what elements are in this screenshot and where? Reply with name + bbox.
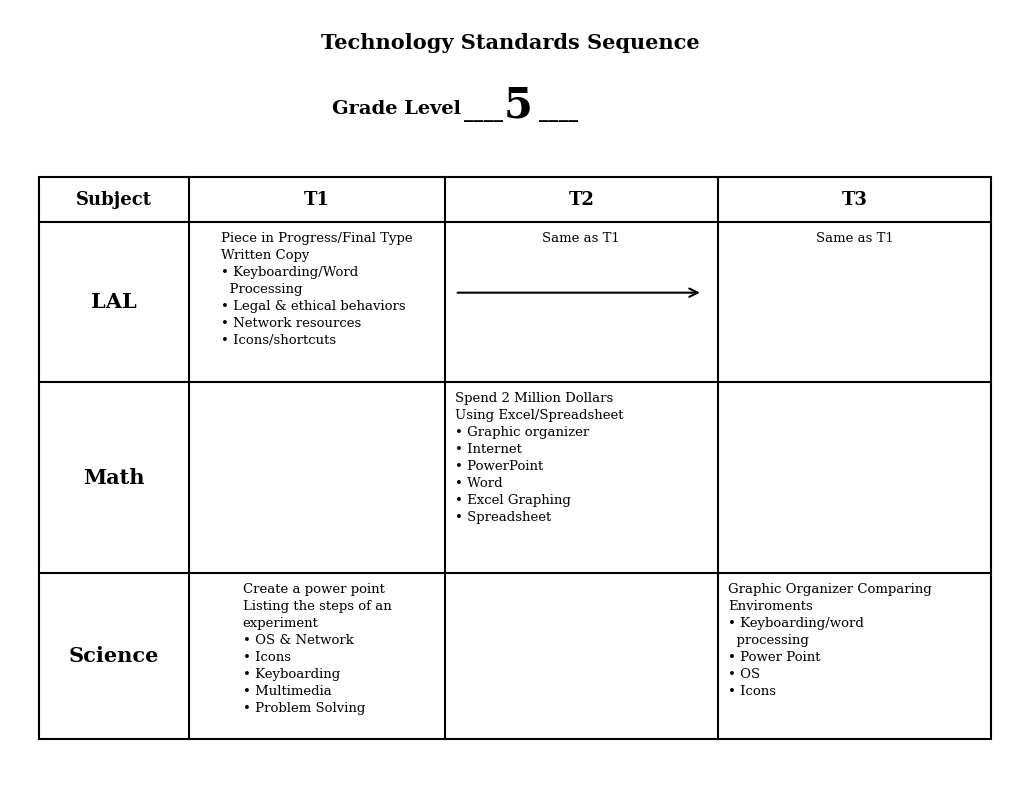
Text: Same as T1: Same as T1	[542, 232, 620, 245]
Text: Subject: Subject	[76, 191, 152, 209]
Text: Graphic Organizer Comparing
Enviroments
• Keyboarding/word
  processing
• Power : Graphic Organizer Comparing Enviroments …	[728, 582, 931, 697]
Text: ____: ____	[464, 104, 502, 121]
Text: ____: ____	[538, 104, 577, 121]
Text: Grade Level: Grade Level	[331, 100, 460, 117]
Text: LAL: LAL	[91, 292, 137, 312]
Text: T1: T1	[304, 191, 329, 209]
Text: Same as T1: Same as T1	[815, 232, 893, 245]
Text: Piece in Progress/Final Type
Written Copy
• Keyboarding/Word
  Processing
• Lega: Piece in Progress/Final Type Written Cop…	[221, 232, 413, 347]
Text: 5: 5	[503, 84, 532, 127]
Text: Math: Math	[84, 467, 145, 488]
Text: Create a power point
Listing the steps of an
experiment
• OS & Network
• Icons
•: Create a power point Listing the steps o…	[243, 582, 391, 715]
Text: T3: T3	[841, 191, 867, 209]
Text: T2: T2	[568, 191, 594, 209]
Text: Science: Science	[68, 646, 159, 666]
Text: Technology Standards Sequence: Technology Standards Sequence	[320, 33, 699, 54]
Text: Spend 2 Million Dollars
Using Excel/Spreadsheet
• Graphic organizer
• Internet
•: Spend 2 Million Dollars Using Excel/Spre…	[454, 392, 623, 523]
